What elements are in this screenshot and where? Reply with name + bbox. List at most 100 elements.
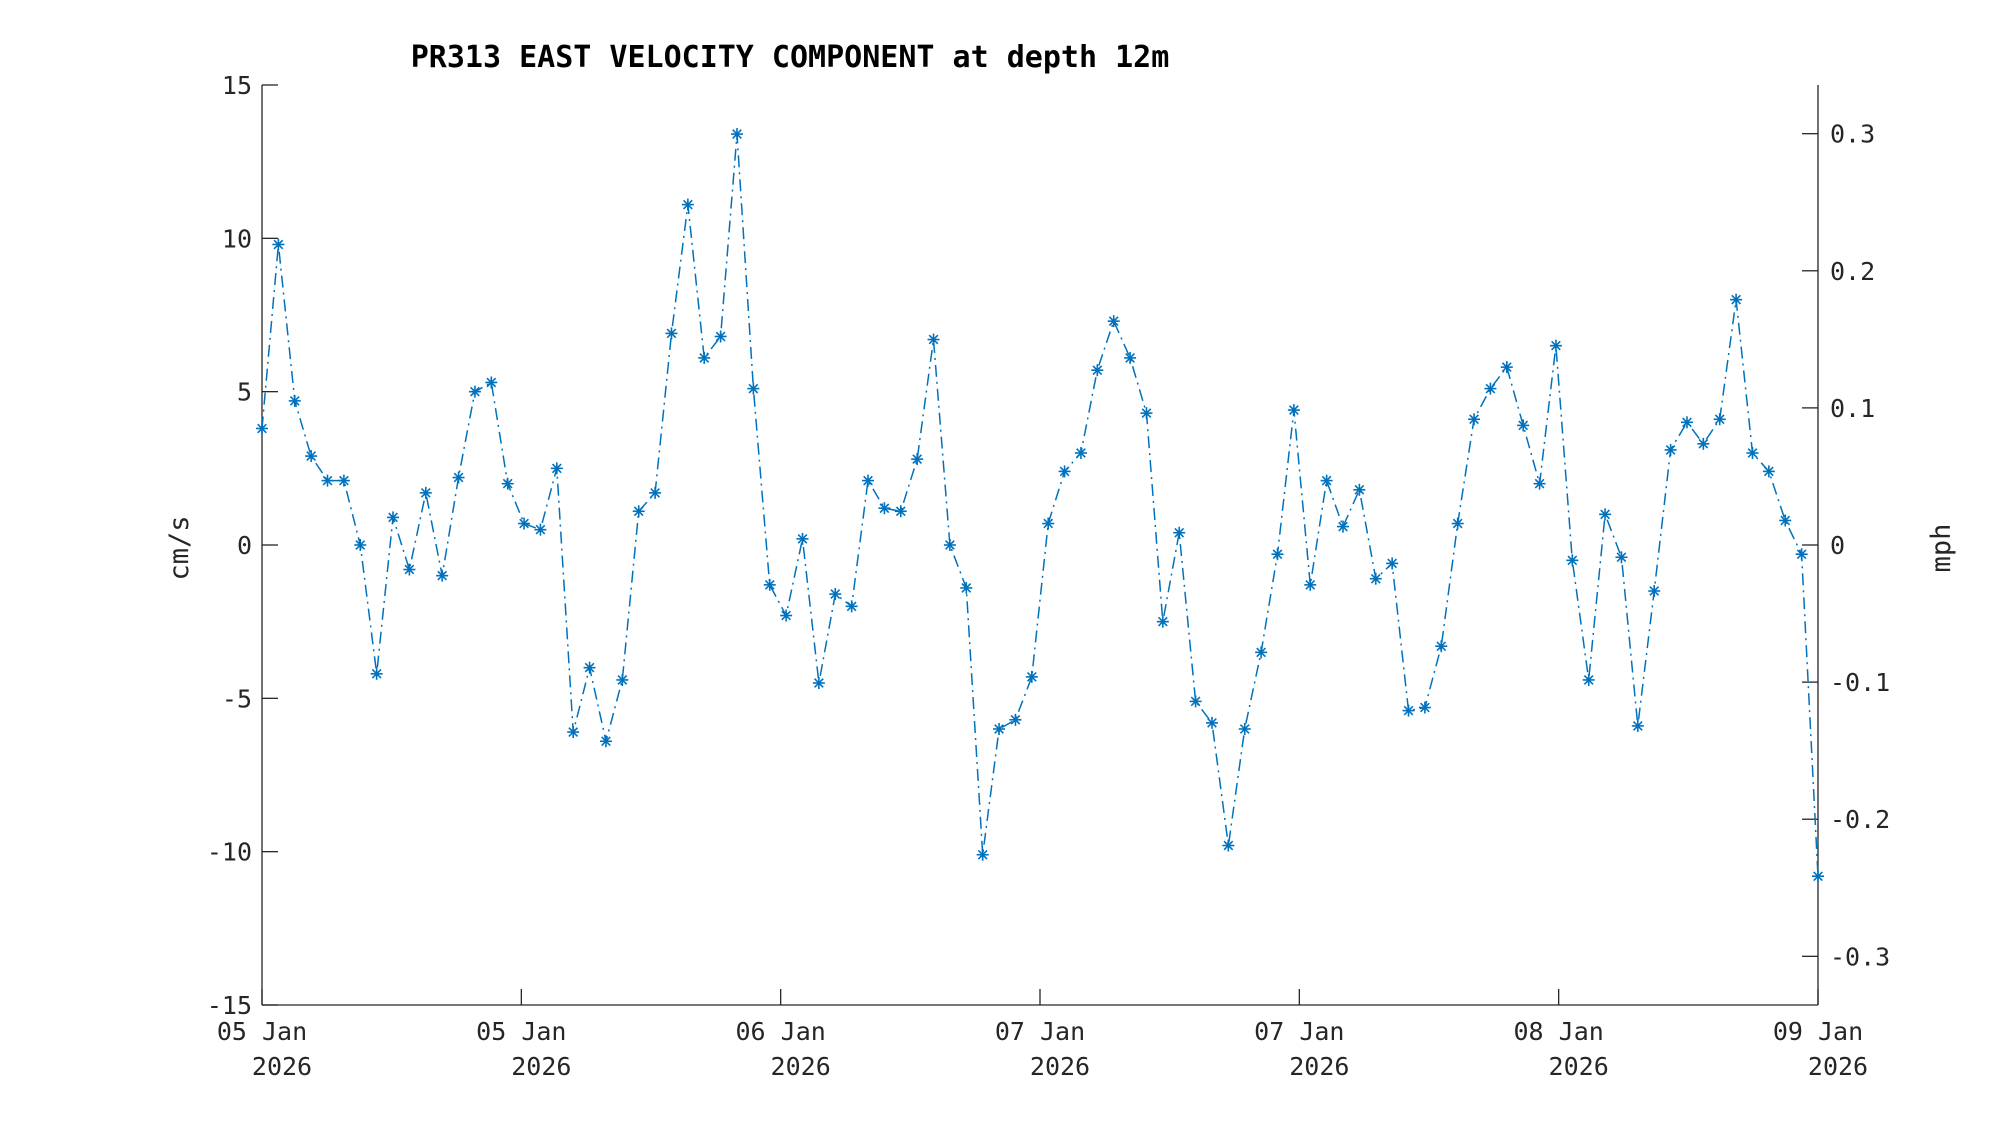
data-point-74 (1468, 413, 1481, 426)
x-tick-year-3: 2026 (1030, 1052, 1090, 1081)
data-point-49 (1058, 465, 1071, 478)
data-point-58 (1205, 716, 1218, 729)
data-point-79 (1549, 339, 1562, 352)
axes: 15 10 5 0 -5 -10 -15 0.3 0.2 0.1 0 -0.1 -0.2 -0.3 05 J… (207, 71, 1890, 1081)
data-point-43 (960, 581, 973, 594)
data-point-53 (1124, 351, 1137, 364)
data-point-17 (534, 523, 547, 536)
data-point-76 (1500, 361, 1513, 374)
data-point-78 (1533, 477, 1546, 490)
data-point-57 (1189, 695, 1202, 708)
data-point-32 (780, 609, 793, 622)
y-tick-label-4: -5 (222, 684, 252, 713)
y2-tick-label-5: -0.2 (1830, 805, 1890, 834)
data-point-27 (698, 351, 711, 364)
data-point-75 (1484, 382, 1497, 395)
data-point-89 (1713, 413, 1726, 426)
data-point-80 (1566, 554, 1579, 567)
data-point-11 (436, 569, 449, 582)
data-point-0 (256, 422, 268, 435)
data-point-21 (599, 735, 612, 748)
data-point-68 (1369, 572, 1382, 585)
data-point-61 (1255, 646, 1268, 659)
x-tick-label-4: 07 Jan (1254, 1017, 1344, 1046)
data-point-77 (1517, 419, 1530, 432)
data-point-60 (1238, 723, 1251, 735)
data-point-5 (337, 474, 350, 487)
series-line (261, 134, 1819, 877)
data-point-72 (1435, 640, 1448, 653)
series-east-velocity (256, 128, 1824, 883)
data-point-42 (943, 539, 956, 551)
x-tick-year-1: 2026 (511, 1052, 571, 1081)
data-point-15 (501, 477, 514, 490)
data-point-40 (911, 453, 924, 466)
data-point-28 (714, 330, 727, 343)
data-point-63 (1287, 404, 1300, 417)
data-point-81 (1582, 673, 1595, 686)
data-point-22 (616, 673, 629, 686)
data-point-34 (812, 677, 825, 689)
y2-tick-label-6: -0.3 (1830, 942, 1890, 971)
data-point-92 (1762, 465, 1775, 478)
data-point-36 (845, 600, 858, 613)
data-point-47 (1025, 670, 1038, 683)
data-point-52 (1107, 315, 1120, 328)
data-point-26 (681, 198, 694, 211)
data-point-45 (993, 723, 1006, 735)
x-tick-label-3: 07 Jan (995, 1017, 1085, 1046)
data-point-3 (305, 450, 318, 463)
x-tick-label-6: 09 Jan (1773, 1017, 1863, 1046)
data-point-30 (747, 382, 760, 395)
data-point-35 (829, 588, 842, 601)
x-tick-year-0: 2026 (252, 1052, 312, 1081)
data-point-29 (730, 128, 743, 141)
data-point-90 (1730, 293, 1743, 306)
y2-tick-label-1: 0.2 (1830, 257, 1875, 286)
data-point-66 (1337, 520, 1350, 533)
data-point-23 (632, 505, 645, 518)
data-point-7 (370, 667, 383, 680)
data-point-73 (1451, 517, 1464, 530)
data-point-38 (878, 502, 891, 515)
data-point-94 (1795, 548, 1808, 561)
data-point-12 (452, 471, 465, 484)
data-point-55 (1156, 615, 1169, 628)
data-point-25 (665, 327, 678, 340)
data-point-16 (518, 517, 531, 530)
data-point-67 (1353, 483, 1366, 496)
y2-tick-label-3: 0 (1830, 531, 1845, 560)
data-point-59 (1222, 839, 1235, 852)
data-point-56 (1173, 526, 1186, 539)
data-point-41 (927, 333, 940, 346)
data-point-19 (567, 726, 580, 739)
data-point-39 (894, 505, 907, 518)
data-point-24 (649, 486, 662, 499)
data-point-1 (272, 238, 285, 251)
data-point-6 (354, 539, 367, 551)
x-tick-year-2: 2026 (771, 1052, 831, 1081)
data-point-46 (1009, 713, 1022, 726)
data-point-14 (485, 376, 498, 389)
data-point-13 (468, 385, 481, 398)
data-point-88 (1697, 437, 1710, 450)
data-point-93 (1779, 514, 1792, 527)
data-point-62 (1271, 548, 1284, 561)
y-tick-label-5: -10 (207, 838, 252, 867)
data-point-37 (862, 474, 875, 487)
data-point-48 (1042, 517, 1055, 530)
y2-tick-label-0: 0.3 (1830, 120, 1875, 149)
data-point-54 (1140, 407, 1153, 420)
data-point-4 (321, 474, 334, 487)
data-point-65 (1320, 474, 1333, 487)
y-tick-label-0: 15 (222, 71, 252, 100)
data-point-69 (1386, 557, 1399, 570)
data-point-18 (550, 462, 563, 475)
data-point-8 (387, 511, 400, 524)
data-point-70 (1402, 704, 1415, 717)
y-axis-label: cm/s (164, 515, 195, 580)
data-point-31 (763, 578, 776, 591)
y2-tick-label-2: 0.1 (1830, 394, 1875, 423)
y2-axis-label: mph (1926, 524, 1957, 573)
